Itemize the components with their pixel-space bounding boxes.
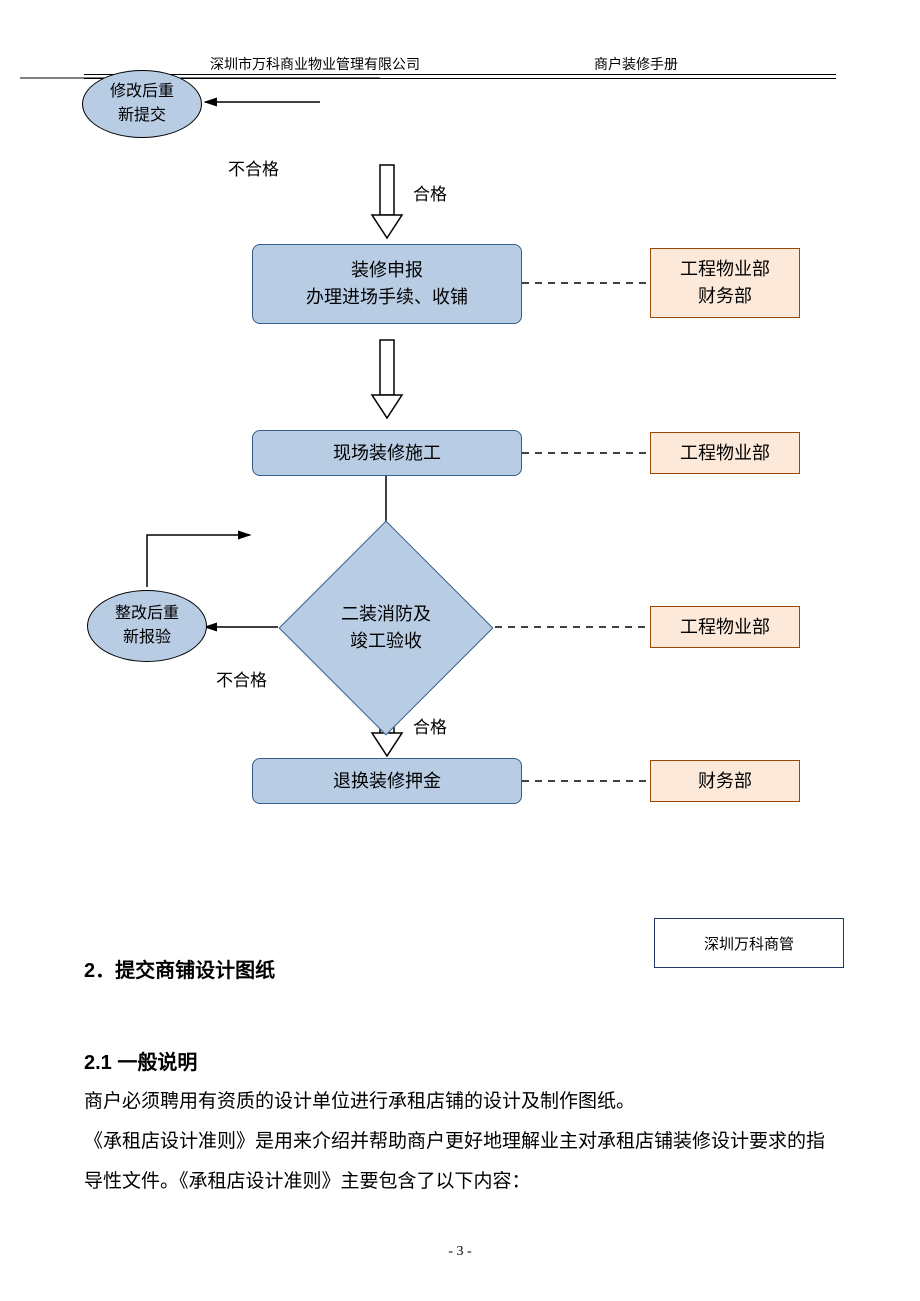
label-fail-top: 不合格 [228, 155, 279, 180]
node-resubmit-top-l1: 修改后重 [110, 83, 174, 100]
node-decision-label: 二装消防及 竣工验收 [341, 601, 431, 655]
label-pass-top: 合格 [413, 180, 447, 205]
node-resubmit-top-l2: 新提交 [118, 107, 166, 124]
node-apply: 装修申报 办理进场手续、收铺 [252, 244, 522, 324]
watermark-box: 深圳万科商管 [654, 918, 844, 968]
node-refund: 退换装修押金 [252, 758, 522, 804]
node-resubmit-bottom-l2: 新报验 [123, 629, 171, 646]
node-resubmit-bottom-l1: 整改后重 [115, 605, 179, 622]
node-apply-l2: 办理进场手续、收铺 [306, 287, 468, 307]
node-decision-l1: 二装消防及 [341, 604, 431, 624]
label-fail-bottom: 不合格 [216, 666, 267, 691]
document-page: 深圳市万科商业物业管理有限公司 商户装修手册 [0, 0, 920, 1301]
node-resubmit-top: 修改后重 新提交 [82, 70, 202, 138]
page-number: - 3 - [448, 1244, 471, 1260]
node-construction: 现场装修施工 [252, 430, 522, 476]
node-resubmit-bottom: 整改后重 新报验 [87, 590, 207, 662]
dept-decision: 工程物业部 [650, 606, 800, 648]
node-apply-l1: 装修申报 [351, 260, 423, 280]
label-pass-bottom: 合格 [413, 713, 447, 738]
section-2-1-heading: 2.1 一般说明 [84, 1046, 197, 1075]
section-2-1-body: 商户必须聘用有资质的设计单位进行承租店铺的设计及制作图纸。 《承租店设计准则》是… [84, 1082, 836, 1202]
node-decision: 二装消防及 竣工验收 [310, 552, 462, 704]
dept-apply-l1: 工程物业部 [680, 259, 770, 279]
dept-apply: 工程物业部 财务部 [650, 248, 800, 318]
dept-construction: 工程物业部 [650, 432, 800, 474]
node-decision-l2: 竣工验收 [350, 631, 422, 651]
dept-apply-l2: 财务部 [698, 286, 752, 306]
dept-refund: 财务部 [650, 760, 800, 802]
section-2-heading: 2．提交商铺设计图纸 [84, 954, 275, 983]
flowchart: 修改后重 新提交 不合格 合格 装修申报 办理进场手续、收铺 工程物业部 财务部… [0, 0, 920, 900]
